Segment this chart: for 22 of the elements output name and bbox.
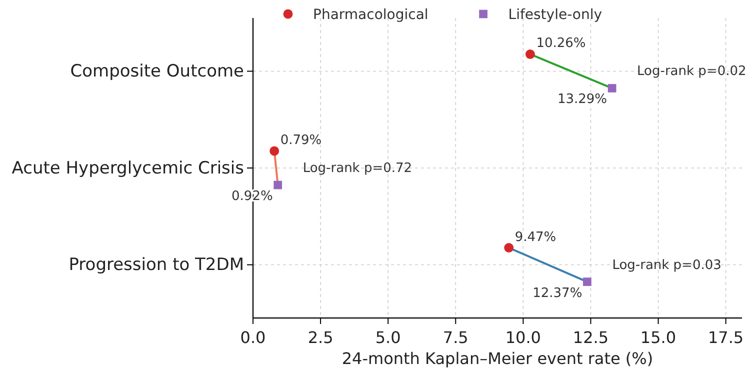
y-tick-label: Acute Hyperglycemic Crisis — [12, 158, 244, 178]
x-tick-label: 15.0 — [640, 328, 676, 347]
legend-label: Pharmacological — [313, 7, 428, 23]
x-tick-label: 7.5 — [442, 328, 468, 347]
annotation: Log-rank p=0.02 — [637, 64, 746, 80]
data-label: 10.26% — [536, 36, 586, 52]
data-label: 13.29% — [557, 92, 608, 108]
y-tick-label: Progression to T2DM — [68, 255, 244, 276]
x-tick-label: 12.5 — [572, 328, 609, 347]
x-tick-label: 10.0 — [505, 328, 541, 347]
data-label: 9.47% — [514, 230, 556, 245]
data-label: 0.79% — [280, 133, 322, 148]
x-tick-label: 5.0 — [375, 328, 401, 347]
x-axis-title: 24-month Kaplan–Meier event rate (%) — [342, 349, 654, 368]
annotation: Log-rank p=0.72 — [302, 161, 412, 176]
y-tick-label: Composite Outcome — [70, 62, 244, 82]
x-tick-label: 2.5 — [308, 328, 334, 347]
x-tick-label: 17.5 — [708, 328, 744, 347]
data-label: 12.37% — [532, 286, 582, 301]
x-tick-label: 0.0 — [240, 328, 266, 347]
legend-label: Lifestyle-only — [508, 7, 602, 23]
annotation: Log-rank p=0.03 — [612, 258, 722, 273]
